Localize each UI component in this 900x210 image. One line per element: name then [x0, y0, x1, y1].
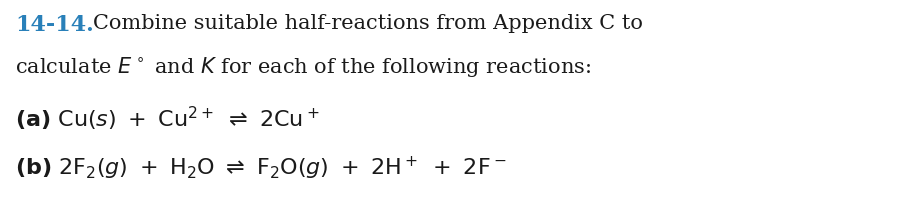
Text: Combine suitable half-reactions from Appendix C to: Combine suitable half-reactions from App… [93, 14, 643, 33]
Text: calculate $E^\circ$ and $K$ for each of the following reactions:: calculate $E^\circ$ and $K$ for each of … [15, 55, 591, 79]
Text: $\mathbf{(b)}\ 2\mathrm{F}_2(g)\ +\ \mathrm{H_2O}\ \rightleftharpoons\ \mathrm{F: $\mathbf{(b)}\ 2\mathrm{F}_2(g)\ +\ \mat… [15, 155, 507, 182]
Text: $\mathbf{(a)}\ \mathrm{Cu}(s)\ +\ \mathrm{Cu}^{2+}\ \rightleftharpoons\ 2\mathrm: $\mathbf{(a)}\ \mathrm{Cu}(s)\ +\ \mathr… [15, 105, 320, 133]
Text: 14-14.: 14-14. [15, 14, 94, 36]
